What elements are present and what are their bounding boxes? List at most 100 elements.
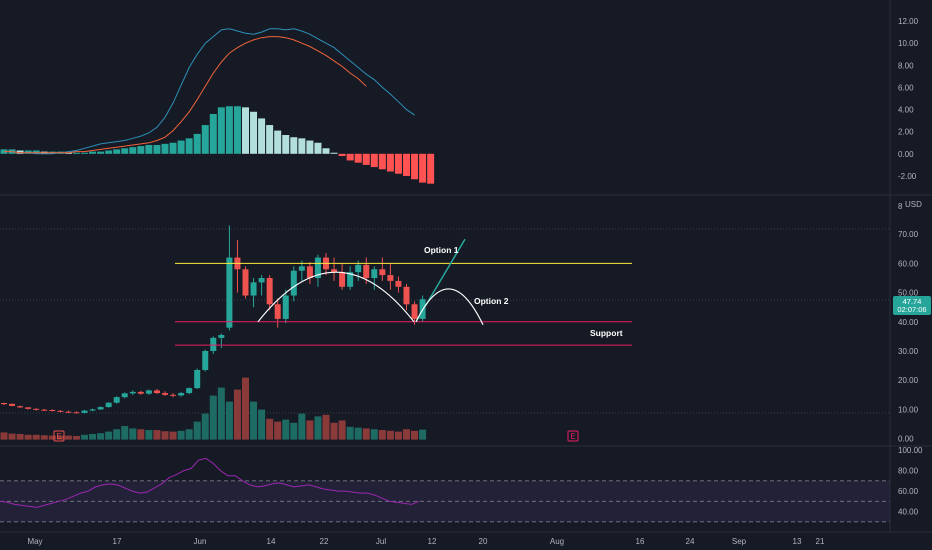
- candle-body: [9, 403, 16, 406]
- price-axis-tick: 70.00: [898, 230, 919, 239]
- time-axis-tick: 16: [636, 537, 645, 546]
- candle-body: [153, 390, 160, 394]
- macd-histogram-bar: [282, 135, 290, 154]
- volume-bar: [97, 433, 105, 440]
- candle-body: [33, 408, 40, 410]
- candle-body: [105, 402, 112, 408]
- candle-body: [306, 266, 313, 279]
- volume-bar: [419, 429, 427, 440]
- bar-countdown: 02:07:06: [897, 305, 926, 314]
- macd-histogram-bar: [403, 153, 410, 176]
- macd-histogram-bar: [129, 147, 137, 154]
- option-2-projection[interactable]: [415, 288, 484, 325]
- earnings-marker[interactable]: E: [567, 430, 579, 442]
- last-price-tag: 47.74 02:07:06: [893, 296, 931, 315]
- rounded-top-curve[interactable]: [257, 271, 415, 323]
- candle-body: [57, 410, 64, 412]
- candle-body: [411, 304, 418, 319]
- volume-bar: [217, 387, 225, 440]
- macd-histogram-bar: [378, 153, 386, 170]
- macd-histogram-bar: [201, 125, 209, 154]
- macd-histogram-bar: [411, 153, 419, 180]
- macd-axis-tick: 8.00: [898, 61, 914, 70]
- price-pane[interactable]: 70.00 60.00 50.00 40.00 30.00 20.00 10.00 0.00: [0, 225, 919, 444]
- time-axis[interactable]: May 17 Jun 14 22 Jul 12 20 Aug 16 24 Sep 13 21: [27, 537, 825, 546]
- volume-bar: [113, 429, 121, 440]
- currency-label: USD: [905, 200, 922, 209]
- macd-histogram-bar: [185, 138, 193, 154]
- earnings-marker-box: [567, 430, 579, 442]
- candle-body: [258, 278, 265, 283]
- volume-bar: [0, 432, 8, 440]
- macd-histogram-bar: [306, 140, 314, 154]
- time-axis-tick: Jun: [194, 537, 207, 546]
- macd-histogram-bar: [225, 106, 233, 154]
- candle-body: [41, 409, 48, 411]
- rsi-pane[interactable]: 100.00 80.00 60.00 40.00: [0, 446, 923, 523]
- macd-histogram-bar: [386, 153, 394, 172]
- time-axis-tick: Jul: [376, 537, 386, 546]
- volume-bar: [32, 434, 40, 440]
- time-axis-tick: Sep: [732, 537, 747, 546]
- macd-histogram-bar: [24, 150, 32, 154]
- volume-bar: [161, 431, 169, 440]
- macd-histogram-bar: [72, 152, 80, 154]
- rsi-axis-tick: 60.00: [898, 487, 919, 496]
- earnings-marker-label: E: [570, 432, 575, 441]
- macd-histogram-bar: [362, 153, 370, 165]
- macd-histogram-bar: [250, 111, 258, 154]
- volume-bar: [282, 419, 290, 440]
- candle-body: [290, 270, 297, 296]
- macd-axis-tick: 2.00: [898, 128, 914, 137]
- candle-body: [17, 406, 24, 408]
- volume-bar: [290, 422, 298, 440]
- volume-bar: [185, 429, 193, 440]
- volume-bar: [89, 434, 97, 440]
- option-2-label: Option 2: [474, 296, 509, 306]
- volume-bar: [81, 434, 88, 440]
- macd-histogram-bar: [64, 152, 72, 154]
- volume-bar: [72, 436, 80, 440]
- volume-bar: [169, 431, 177, 440]
- volume-bar: [24, 434, 32, 440]
- macd-histogram-bar: [193, 133, 201, 154]
- rsi-line: [0, 457, 420, 508]
- candle-body: [73, 412, 80, 414]
- price-axis-tick: 50.00: [898, 289, 919, 298]
- macd-pane[interactable]: 12.00 10.00 8.00 6.00 4.00 2.00 0.00 -2.00: [0, 17, 919, 184]
- option-1-label: Option 1: [424, 245, 459, 255]
- macd-histogram-bar: [370, 153, 378, 168]
- earnings-marker[interactable]: E: [53, 430, 65, 442]
- candle-body: [363, 264, 370, 279]
- time-axis-tick: 24: [686, 537, 695, 546]
- volume-bar: [274, 421, 282, 440]
- rsi-axis-tick: 100.00: [898, 446, 923, 455]
- time-axis-tick: 20: [479, 537, 488, 546]
- volume-bar: [225, 401, 233, 440]
- macd-histogram-bar: [354, 153, 362, 163]
- volume-bar: [40, 435, 48, 440]
- volume-bar: [56, 435, 64, 440]
- price-axis-tick: 20.00: [898, 376, 919, 385]
- candle-body: [298, 266, 305, 271]
- macd-histogram-bar: [81, 152, 88, 154]
- last-price-tag-bg: [893, 296, 931, 315]
- candle-body: [371, 269, 378, 279]
- volume-bar: [314, 416, 322, 440]
- macd-histogram-bar: [177, 140, 185, 154]
- candle-body: [210, 337, 217, 352]
- volume-bar: [48, 435, 56, 440]
- macd-histogram-bar: [16, 150, 24, 154]
- candle-body: [387, 275, 394, 281]
- macd-histogram-bar: [346, 153, 354, 161]
- time-axis-tick: 13: [793, 537, 802, 546]
- macd-histogram-bar: [394, 153, 402, 174]
- volume-bar: [370, 429, 378, 440]
- volume-bar: [177, 430, 185, 440]
- macd-histogram-bar: [427, 153, 435, 184]
- candle-body: [331, 269, 338, 273]
- macd-histogram-bar: [242, 107, 249, 154]
- volume-bar: [121, 426, 129, 440]
